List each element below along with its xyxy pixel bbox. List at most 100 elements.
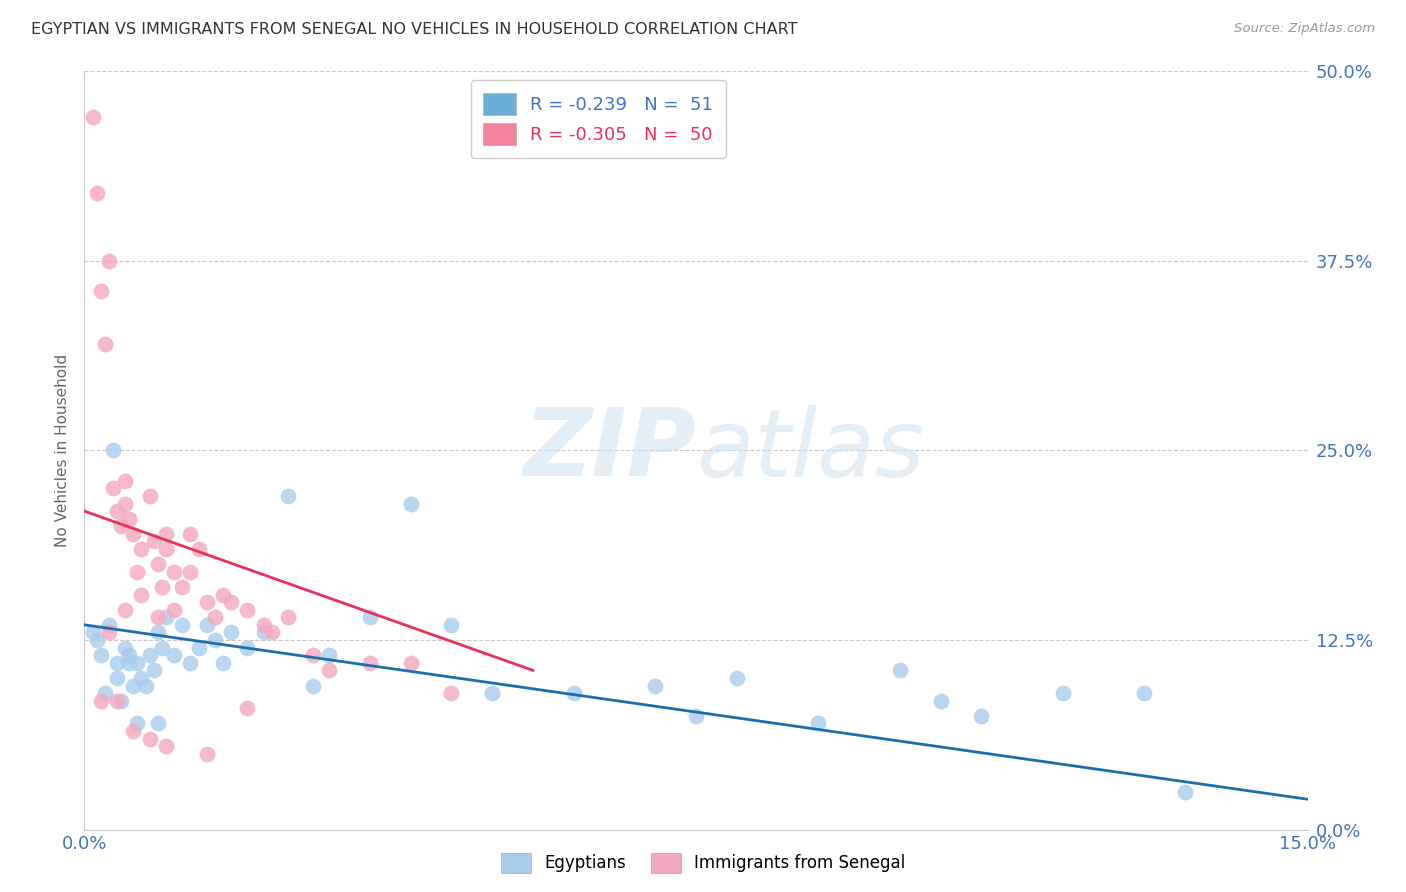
Point bbox=[260, 625, 283, 640]
Point bbox=[122, 678, 145, 692]
Point bbox=[301, 678, 323, 692]
Point bbox=[146, 625, 169, 640]
Point bbox=[318, 648, 340, 662]
Point bbox=[114, 603, 136, 617]
Point bbox=[359, 610, 381, 624]
Point bbox=[155, 526, 177, 541]
Point bbox=[150, 640, 173, 655]
Point bbox=[146, 557, 169, 572]
Point bbox=[219, 595, 242, 609]
Point bbox=[105, 671, 128, 685]
Point bbox=[90, 285, 112, 299]
Legend: R = -0.239   N =  51, R = -0.305   N =  50: R = -0.239 N = 51, R = -0.305 N = 50 bbox=[471, 80, 725, 158]
Point bbox=[127, 565, 149, 579]
Point bbox=[163, 603, 186, 617]
Y-axis label: No Vehicles in Household: No Vehicles in Household bbox=[55, 354, 70, 547]
Point bbox=[187, 541, 209, 557]
Point bbox=[195, 747, 218, 761]
Point bbox=[93, 686, 115, 700]
Point bbox=[135, 678, 157, 692]
Point bbox=[114, 496, 136, 510]
Point bbox=[929, 694, 952, 708]
Point bbox=[131, 541, 153, 557]
Point bbox=[105, 656, 128, 670]
Point bbox=[118, 656, 141, 670]
Point bbox=[146, 610, 169, 624]
Point bbox=[253, 625, 276, 640]
Point bbox=[127, 656, 149, 670]
Point bbox=[562, 686, 585, 700]
Point bbox=[236, 603, 259, 617]
Point bbox=[399, 656, 422, 670]
Point bbox=[212, 656, 235, 670]
Point bbox=[150, 580, 173, 594]
Point bbox=[155, 610, 177, 624]
Point bbox=[172, 617, 194, 632]
Point bbox=[1133, 686, 1156, 700]
Point bbox=[101, 482, 124, 496]
Point bbox=[82, 625, 104, 640]
Point bbox=[138, 648, 160, 662]
Point bbox=[725, 671, 748, 685]
Text: EGYPTIAN VS IMMIGRANTS FROM SENEGAL NO VEHICLES IN HOUSEHOLD CORRELATION CHART: EGYPTIAN VS IMMIGRANTS FROM SENEGAL NO V… bbox=[31, 22, 797, 37]
Point bbox=[685, 708, 707, 723]
Point bbox=[90, 694, 112, 708]
Point bbox=[155, 541, 177, 557]
Point bbox=[86, 633, 108, 648]
Point bbox=[138, 489, 160, 503]
Point bbox=[155, 739, 177, 753]
Text: atlas: atlas bbox=[696, 405, 924, 496]
Text: Source: ZipAtlas.com: Source: ZipAtlas.com bbox=[1234, 22, 1375, 36]
Point bbox=[481, 686, 503, 700]
Point bbox=[440, 617, 463, 632]
Point bbox=[97, 617, 120, 632]
Point bbox=[110, 694, 132, 708]
Point bbox=[277, 489, 299, 503]
Point bbox=[86, 186, 108, 200]
Point bbox=[644, 678, 666, 692]
Point bbox=[142, 664, 165, 678]
Point bbox=[105, 694, 128, 708]
Text: ZIP: ZIP bbox=[523, 404, 696, 497]
Point bbox=[82, 110, 104, 124]
Point bbox=[1052, 686, 1074, 700]
Point bbox=[970, 708, 993, 723]
Point bbox=[187, 640, 209, 655]
Point bbox=[440, 686, 463, 700]
Point bbox=[195, 595, 218, 609]
Point bbox=[122, 724, 145, 739]
Point bbox=[318, 664, 340, 678]
Point bbox=[101, 443, 124, 458]
Point bbox=[138, 731, 160, 746]
Point bbox=[131, 588, 153, 602]
Point bbox=[253, 617, 276, 632]
Point bbox=[118, 512, 141, 526]
Point bbox=[105, 504, 128, 518]
Point bbox=[204, 633, 226, 648]
Point bbox=[172, 580, 194, 594]
Point bbox=[399, 496, 422, 510]
Point bbox=[163, 648, 186, 662]
Point bbox=[127, 716, 149, 731]
Point bbox=[359, 656, 381, 670]
Point bbox=[110, 519, 132, 533]
Point bbox=[236, 640, 259, 655]
Point bbox=[195, 617, 218, 632]
Point bbox=[97, 253, 120, 268]
Point bbox=[93, 337, 115, 351]
Point bbox=[146, 716, 169, 731]
Point bbox=[236, 701, 259, 715]
Point bbox=[179, 656, 201, 670]
Point bbox=[204, 610, 226, 624]
Point bbox=[142, 534, 165, 549]
Point bbox=[301, 648, 323, 662]
Point bbox=[97, 625, 120, 640]
Point bbox=[889, 664, 911, 678]
Legend: Egyptians, Immigrants from Senegal: Egyptians, Immigrants from Senegal bbox=[494, 847, 912, 880]
Point bbox=[163, 565, 186, 579]
Point bbox=[118, 648, 141, 662]
Point bbox=[179, 565, 201, 579]
Point bbox=[1174, 785, 1197, 799]
Point bbox=[277, 610, 299, 624]
Point bbox=[131, 671, 153, 685]
